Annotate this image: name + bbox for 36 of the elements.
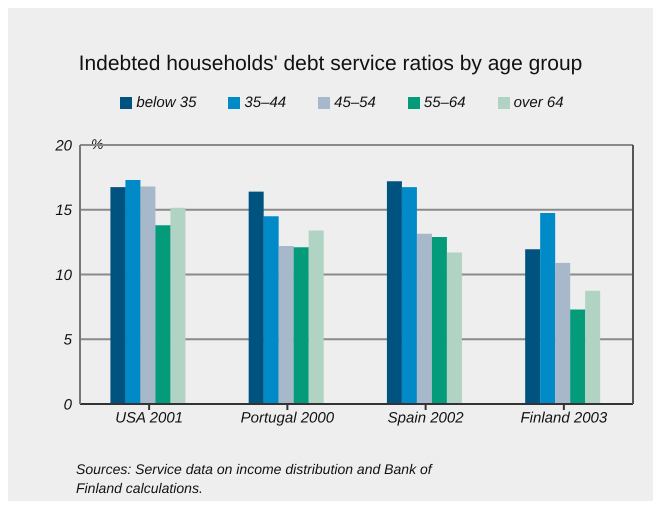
bar	[294, 247, 309, 404]
bar	[416, 234, 432, 404]
x-tick-label: Finland 2003	[520, 410, 608, 427]
bar	[446, 252, 462, 404]
bar	[432, 236, 447, 404]
y-tick-label: 20	[54, 137, 73, 154]
y-tick-label: 5	[64, 332, 73, 349]
y-tick-label: 15	[55, 202, 73, 220]
y-tick-label: 10	[55, 266, 73, 284]
legend-label: 55–64	[424, 94, 466, 111]
chart-title: Indebted households' debt service ratios by age group	[78, 52, 584, 76]
x-tick-label: Portugal 2000	[240, 410, 335, 427]
bar	[308, 230, 324, 404]
bar	[125, 180, 140, 404]
bar	[140, 186, 156, 404]
bar	[264, 216, 279, 404]
bar	[110, 187, 126, 404]
bar	[170, 208, 186, 404]
legend-label: over 64	[514, 94, 564, 111]
legend-label: 45–54	[334, 94, 376, 111]
bar	[585, 290, 600, 404]
x-tick-label: Spain 2002	[388, 410, 464, 427]
bar	[248, 192, 264, 404]
y-tick-label: 0	[64, 396, 73, 414]
x-tick-label: USA 2001	[115, 410, 184, 427]
bar	[570, 309, 586, 404]
bar	[525, 249, 540, 404]
legend-label: below 35	[136, 94, 196, 111]
legend-label: 35–44	[244, 94, 286, 111]
bar	[386, 181, 402, 404]
bar	[555, 262, 570, 404]
bar	[540, 212, 556, 404]
source-note: Sources: Service data on income distribution and Bank of Finland calculations.	[76, 460, 434, 498]
bar	[155, 225, 170, 404]
bar	[278, 246, 294, 404]
bar	[402, 187, 417, 404]
